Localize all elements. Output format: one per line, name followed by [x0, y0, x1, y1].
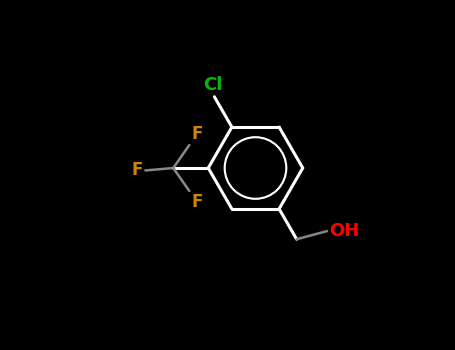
- Text: F: F: [191, 125, 202, 143]
- Text: Cl: Cl: [203, 76, 222, 94]
- Text: OH: OH: [329, 222, 359, 240]
- Text: F: F: [131, 161, 142, 179]
- Text: F: F: [191, 193, 202, 211]
